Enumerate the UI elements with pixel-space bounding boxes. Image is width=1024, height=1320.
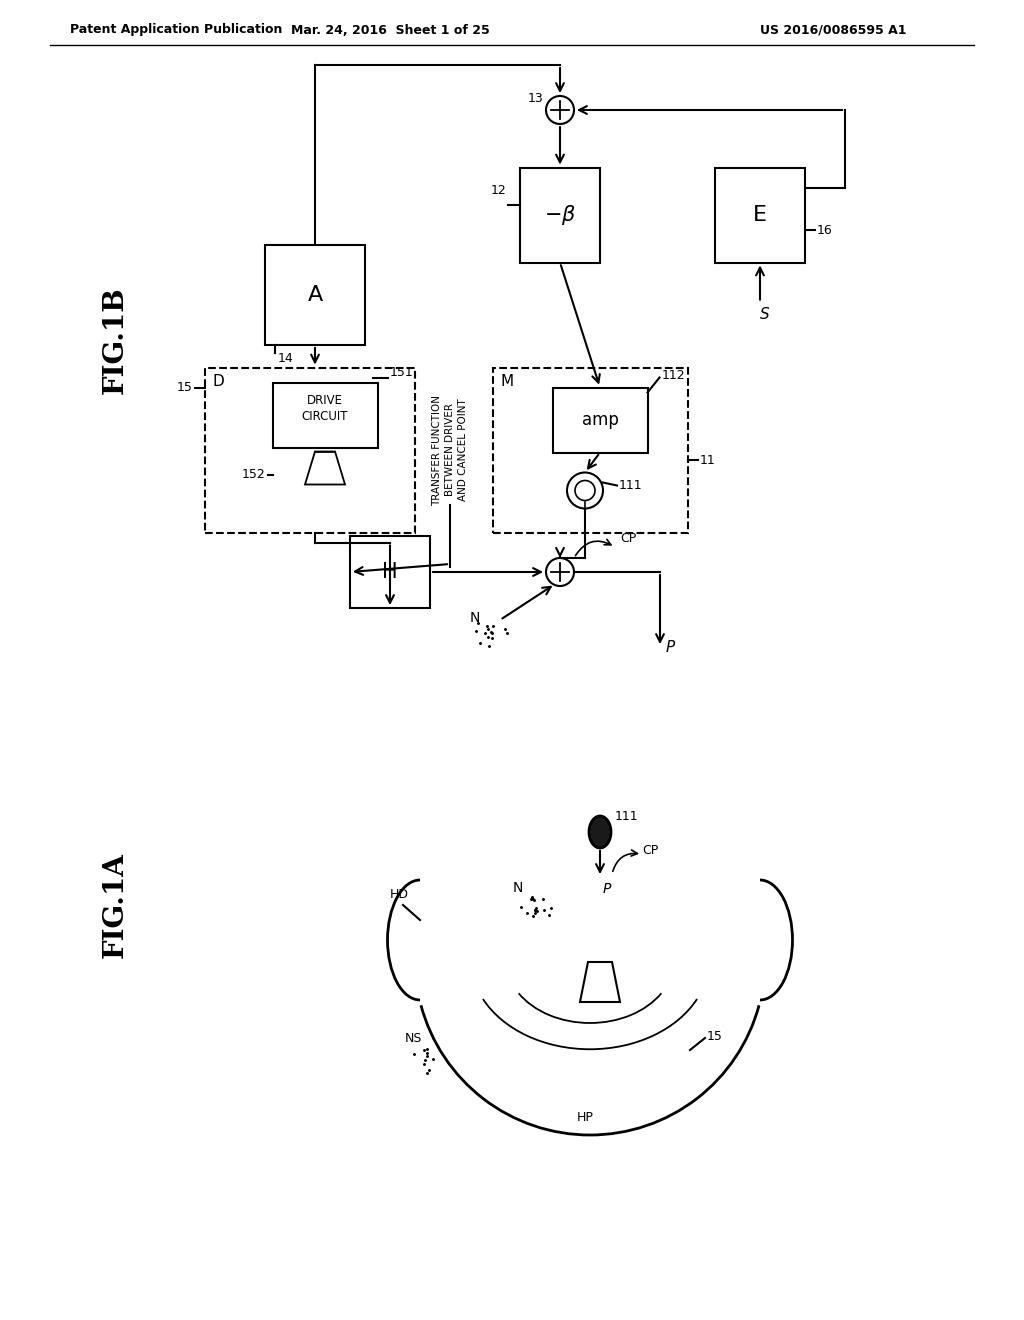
Bar: [493, 367, 687, 532]
Polygon shape: [305, 451, 345, 484]
Text: TRANSFER FUNCTION
BETWEEN DRIVER
AND CANCEL POINT: TRANSFER FUNCTION BETWEEN DRIVER AND CAN…: [432, 395, 468, 506]
Text: 13: 13: [528, 91, 544, 104]
Circle shape: [575, 480, 595, 500]
Bar: [205, 367, 415, 532]
Text: 15: 15: [707, 1030, 723, 1043]
Text: Patent Application Publication: Patent Application Publication: [70, 24, 283, 37]
Text: P: P: [666, 639, 675, 655]
Text: P: P: [603, 882, 611, 896]
Bar: [272, 383, 378, 447]
Text: 16: 16: [817, 223, 833, 236]
Text: M: M: [501, 374, 514, 389]
Text: N: N: [470, 611, 480, 624]
Text: US 2016/0086595 A1: US 2016/0086595 A1: [760, 24, 906, 37]
Text: N: N: [513, 880, 523, 895]
Text: DRIVE: DRIVE: [307, 395, 343, 408]
Text: D: D: [213, 374, 224, 389]
Text: FIG.1A: FIG.1A: [101, 853, 128, 958]
Text: 111: 111: [615, 809, 639, 822]
Text: A: A: [307, 285, 323, 305]
Text: 14: 14: [278, 352, 294, 366]
Text: 111: 111: [618, 479, 643, 492]
Bar: [715, 168, 805, 263]
Text: 112: 112: [662, 370, 685, 381]
Text: 11: 11: [699, 454, 715, 466]
Bar: [350, 536, 430, 609]
Bar: [553, 388, 647, 453]
Text: 15: 15: [177, 381, 193, 393]
Text: CP: CP: [620, 532, 636, 545]
Text: CIRCUIT: CIRCUIT: [302, 411, 348, 424]
Bar: [265, 246, 365, 345]
Text: 12: 12: [490, 183, 506, 197]
Text: amp: amp: [582, 411, 618, 429]
Text: S: S: [760, 308, 770, 322]
Polygon shape: [580, 962, 620, 1002]
Text: FIG.1B: FIG.1B: [101, 286, 128, 393]
Ellipse shape: [589, 816, 611, 847]
Text: Mar. 24, 2016  Sheet 1 of 25: Mar. 24, 2016 Sheet 1 of 25: [291, 24, 489, 37]
Text: HP: HP: [577, 1111, 594, 1125]
Text: H: H: [382, 562, 397, 582]
Text: HD: HD: [390, 888, 409, 902]
Text: $-\beta$: $-\beta$: [544, 203, 577, 227]
Bar: [520, 168, 600, 263]
Text: 151: 151: [389, 366, 414, 379]
Text: 152: 152: [242, 469, 265, 480]
Text: CP: CP: [642, 843, 658, 857]
Text: NS: NS: [406, 1031, 422, 1044]
Text: E: E: [753, 205, 767, 224]
